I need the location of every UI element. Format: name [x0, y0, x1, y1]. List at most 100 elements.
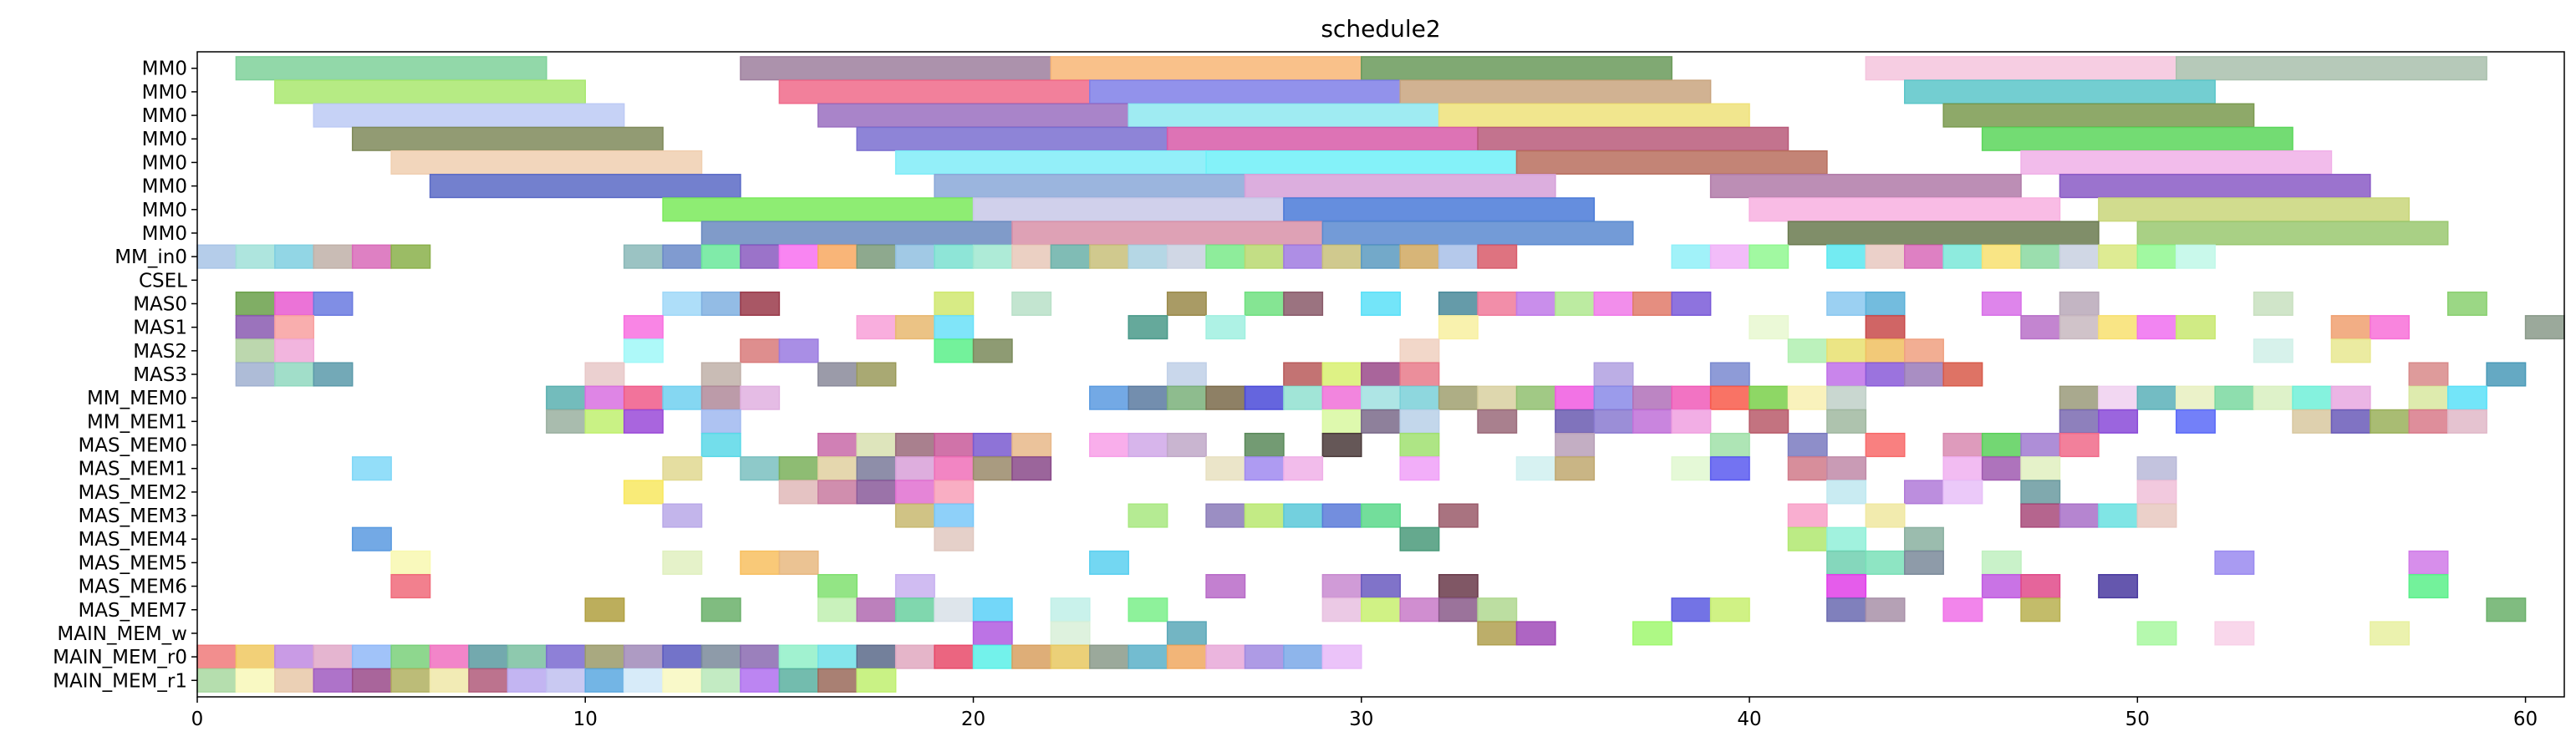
- task-bar: [1166, 362, 1207, 387]
- task-bar: [1205, 644, 1246, 669]
- task-bar: [1981, 244, 2022, 269]
- task-bar: [1515, 385, 1556, 410]
- task-bar: [274, 338, 315, 363]
- task-bar: [972, 597, 1013, 622]
- task-bar: [1826, 550, 1867, 575]
- task-bar: [1011, 244, 1052, 269]
- task-bar: [1321, 362, 1362, 387]
- task-bar: [1205, 150, 1518, 175]
- plot-area: [196, 56, 2565, 693]
- task-bar: [1865, 244, 1906, 269]
- task-bar: [584, 385, 625, 410]
- task-bar: [351, 644, 392, 669]
- task-bar: [2370, 621, 2411, 646]
- task-bar: [740, 456, 781, 481]
- task-bar: [2098, 385, 2139, 410]
- task-bar: [1089, 244, 1129, 269]
- task-bar: [623, 409, 664, 434]
- task-bar: [1826, 338, 1867, 363]
- task-bar: [1826, 456, 1867, 481]
- task-bar: [856, 597, 897, 622]
- task-bar: [1671, 244, 1712, 269]
- task-bar: [2098, 409, 2139, 434]
- task-bar: [1709, 244, 1750, 269]
- task-bar: [1865, 503, 1906, 528]
- task-bar: [1515, 150, 1828, 175]
- task-bar: [817, 668, 858, 693]
- task-bar: [1787, 503, 1828, 528]
- task-bar: [1399, 79, 1712, 104]
- task-bar: [1709, 597, 1750, 622]
- task-bar: [1283, 197, 1596, 222]
- task-bar: [817, 480, 858, 505]
- task-bar: [1205, 503, 1246, 528]
- task-bar: [313, 644, 354, 669]
- task-bar: [1244, 385, 1285, 410]
- task-bar: [584, 644, 625, 669]
- task-bar: [934, 315, 975, 340]
- task-bar: [2370, 409, 2411, 434]
- task-bar: [429, 174, 741, 199]
- task-bar: [1166, 621, 1207, 646]
- task-bar: [1361, 409, 1401, 434]
- task-bar: [1089, 79, 1401, 104]
- task-bar: [1749, 244, 1789, 269]
- task-bar: [1399, 362, 1440, 387]
- task-bar: [623, 385, 664, 410]
- task-bar: [584, 362, 625, 387]
- task-bar: [2059, 315, 2100, 340]
- task-bar: [1865, 338, 1906, 363]
- task-bar: [2486, 597, 2527, 622]
- task-bar: [1205, 315, 1246, 340]
- task-bar: [623, 315, 664, 340]
- task-bar: [1709, 174, 2022, 199]
- task-bar: [1787, 385, 1828, 410]
- task-bar: [1399, 385, 1440, 410]
- y-tick-label: MAS0: [133, 293, 187, 315]
- task-bar: [313, 668, 354, 693]
- task-bar: [817, 644, 858, 669]
- task-bar: [1438, 597, 1479, 622]
- task-bar: [390, 244, 431, 269]
- task-bar: [2059, 503, 2100, 528]
- task-bar: [778, 480, 819, 505]
- task-bar: [1709, 385, 1750, 410]
- task-bar: [1981, 456, 2022, 481]
- task-bar: [1709, 432, 1750, 458]
- task-bar: [817, 362, 858, 387]
- task-bar: [1826, 244, 1867, 269]
- y-tick-label: MM0: [142, 58, 187, 80]
- task-bar: [1244, 644, 1285, 669]
- task-bar: [894, 597, 935, 622]
- task-bar: [2330, 409, 2371, 434]
- task-bar: [856, 315, 897, 340]
- task-bar: [2175, 385, 2216, 410]
- task-bar: [2020, 503, 2061, 528]
- task-bar: [2330, 385, 2371, 410]
- task-bar: [856, 668, 897, 693]
- task-bar: [1904, 79, 2216, 104]
- task-bar: [1011, 291, 1052, 317]
- task-bar: [1749, 385, 1789, 410]
- task-bar: [2330, 315, 2371, 340]
- task-bar: [934, 291, 975, 317]
- task-bar: [778, 79, 1091, 104]
- task-bar: [1477, 385, 1518, 410]
- task-bar: [1477, 621, 1518, 646]
- task-bar: [2136, 221, 2449, 246]
- task-bar: [662, 291, 703, 317]
- task-bar: [700, 221, 1013, 246]
- task-bar: [817, 244, 858, 269]
- task-bar: [778, 244, 819, 269]
- task-bar: [1555, 409, 1596, 434]
- task-bar: [1826, 385, 1867, 410]
- task-bar: [313, 362, 354, 387]
- task-bar: [972, 197, 1285, 222]
- task-bar: [1050, 244, 1091, 269]
- task-bar: [1438, 574, 1479, 599]
- task-bar: [1399, 432, 1440, 458]
- task-bar: [1942, 456, 1983, 481]
- task-bar: [662, 668, 703, 693]
- task-bar: [2098, 574, 2139, 599]
- task-bar: [1865, 362, 1906, 387]
